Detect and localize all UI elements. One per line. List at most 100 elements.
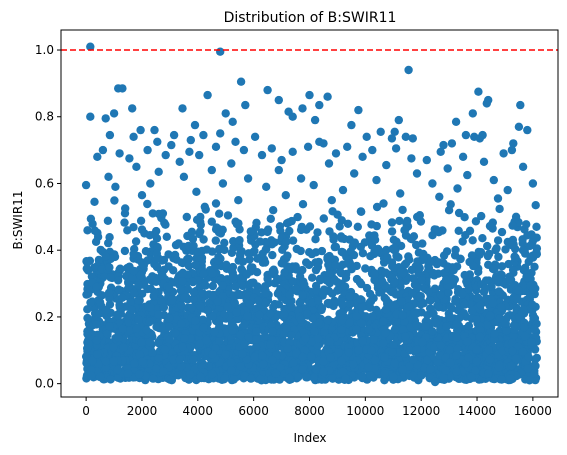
- data-point: [469, 261, 478, 271]
- data-point: [250, 352, 260, 362]
- data-point: [525, 376, 534, 385]
- data-point: [123, 369, 133, 378]
- data-point: [177, 319, 186, 329]
- data-point: [266, 340, 275, 350]
- data-point: [521, 263, 530, 272]
- data-point: [430, 284, 440, 293]
- data-point: [519, 323, 529, 332]
- data-point: [408, 134, 417, 143]
- data-point: [358, 152, 367, 161]
- data-point: [118, 324, 128, 334]
- data-point: [350, 169, 359, 178]
- data-point: [460, 270, 469, 280]
- data-point: [154, 353, 164, 363]
- data-point: [327, 196, 336, 205]
- data-point: [357, 303, 367, 312]
- data-point: [207, 291, 217, 301]
- data-point: [341, 374, 350, 383]
- data-point: [496, 303, 506, 312]
- data-point: [417, 276, 427, 285]
- data-point: [479, 157, 489, 166]
- data-point: [220, 374, 230, 383]
- data-point: [86, 112, 95, 121]
- data-point: [256, 374, 265, 383]
- data-point: [464, 321, 474, 331]
- data-point: [244, 333, 253, 342]
- data-point: [178, 276, 187, 286]
- data-point: [407, 154, 416, 163]
- data-point: [369, 335, 378, 344]
- data-point: [161, 220, 170, 229]
- data-point: [298, 104, 307, 113]
- data-point: [442, 322, 451, 331]
- data-point: [428, 269, 438, 278]
- data-point: [331, 149, 341, 158]
- data-point: [211, 142, 221, 151]
- data-point: [389, 244, 399, 254]
- data-point: [425, 257, 435, 266]
- data-point: [129, 289, 139, 298]
- data-point: [376, 127, 385, 136]
- data-point: [452, 351, 461, 360]
- data-point: [182, 212, 191, 222]
- data-point: [148, 209, 157, 218]
- data-point: [528, 179, 538, 188]
- data-point: [127, 305, 136, 315]
- data-point: [529, 285, 538, 294]
- data-point: [352, 312, 361, 321]
- data-point: [185, 147, 194, 156]
- data-point: [101, 305, 111, 315]
- data-point: [169, 355, 178, 364]
- data-point: [83, 329, 92, 339]
- data-point: [358, 249, 368, 258]
- data-point: [188, 234, 198, 244]
- data-point: [260, 258, 270, 267]
- y-tick-label: 0.2: [35, 310, 54, 324]
- data-point: [171, 329, 180, 338]
- data-point: [494, 363, 504, 372]
- data-point: [511, 212, 521, 221]
- data-point: [191, 260, 200, 270]
- data-point: [403, 216, 412, 226]
- data-point: [435, 258, 444, 267]
- data-point: [105, 322, 114, 331]
- data-point: [528, 300, 537, 309]
- data-point: [474, 87, 483, 96]
- data-point: [110, 196, 119, 205]
- data-point: [165, 284, 174, 293]
- data-point: [325, 227, 334, 236]
- data-point: [164, 314, 174, 323]
- data-point: [361, 312, 371, 321]
- data-point: [303, 142, 313, 151]
- data-point: [231, 282, 240, 291]
- data-point: [128, 273, 137, 282]
- data-point: [196, 302, 205, 311]
- data-point: [531, 201, 540, 210]
- data-point: [174, 371, 183, 380]
- data-point: [532, 244, 542, 253]
- data-point: [337, 325, 346, 334]
- data-point: [180, 334, 189, 343]
- data-point: [284, 218, 293, 227]
- data-point: [241, 100, 250, 110]
- data-point: [279, 337, 288, 347]
- data-point: [367, 241, 377, 250]
- data-point: [227, 366, 236, 375]
- data-point: [176, 286, 186, 295]
- data-point: [482, 320, 492, 330]
- data-point: [398, 311, 407, 320]
- data-point: [467, 372, 476, 382]
- data-point: [333, 278, 342, 287]
- data-point: [400, 317, 409, 326]
- data-point: [104, 172, 113, 181]
- data-point: [407, 235, 416, 244]
- data-point: [228, 272, 237, 282]
- data-point: [109, 356, 119, 366]
- data-point: [86, 298, 95, 307]
- data-point: [159, 367, 168, 376]
- data-point: [164, 250, 173, 259]
- data-point: [136, 125, 145, 135]
- data-point: [300, 346, 310, 355]
- data-point: [152, 262, 162, 272]
- data-point: [305, 222, 315, 231]
